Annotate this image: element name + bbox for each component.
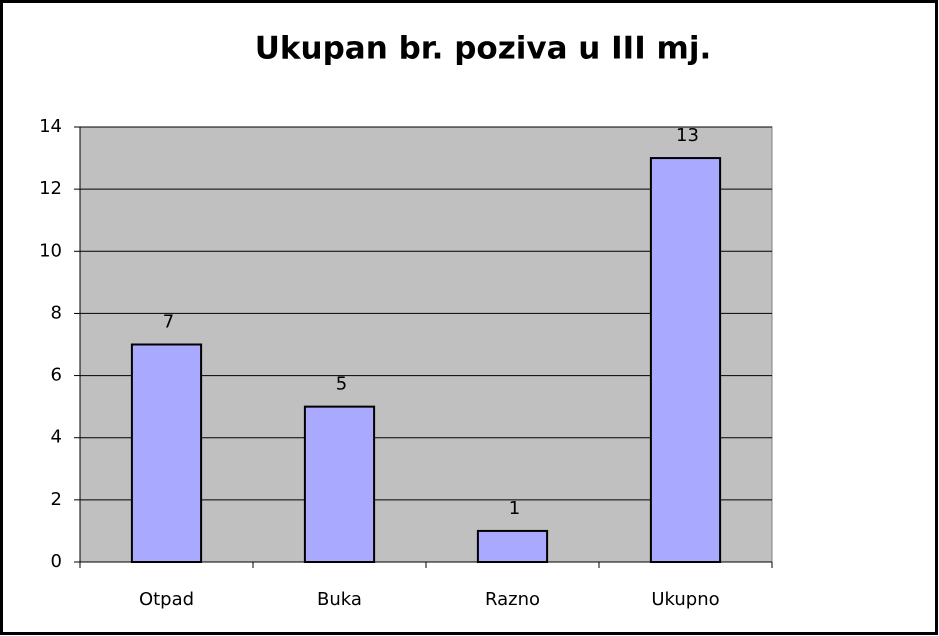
bar (303, 405, 376, 563)
y-tick-label: 10 (39, 240, 62, 261)
y-tick-label: 4 (51, 427, 62, 448)
value-label: 13 (676, 125, 699, 146)
chart-title: Ukupan br. poziva u III mj. (255, 31, 712, 67)
y-tick-label: 8 (51, 302, 62, 323)
x-tick-label: Ukupno (651, 589, 719, 610)
y-tick-label: 0 (51, 551, 62, 572)
bar (476, 529, 549, 564)
value-label: 1 (509, 498, 520, 519)
bar (130, 343, 203, 563)
value-label: 7 (163, 312, 174, 333)
value-label: 5 (336, 374, 347, 395)
y-tick-label: 14 (39, 116, 62, 137)
y-tick-label: 12 (39, 178, 62, 199)
x-tick-label: Buka (317, 589, 362, 610)
y-tick-label: 6 (51, 365, 62, 386)
y-tick-label: 2 (51, 489, 62, 510)
x-tick-label: Razno (485, 589, 540, 610)
bar (649, 157, 722, 563)
x-tick-label: Otpad (139, 589, 194, 610)
